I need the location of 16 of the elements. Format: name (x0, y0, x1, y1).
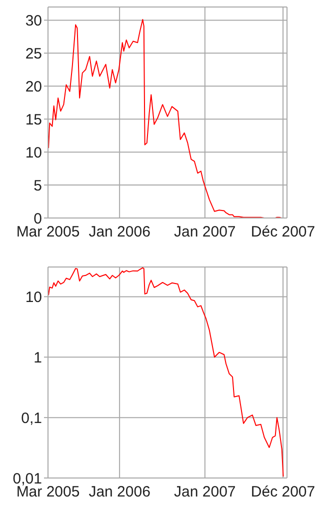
x-tick-label: Jan 2007 (174, 224, 236, 241)
x-tick-label: Déc 2007 (250, 484, 316, 501)
y-tick-label: 20 (25, 78, 42, 96)
y-tick-label: 1 (34, 349, 42, 366)
y-tick-label: 30 (25, 12, 42, 30)
y-tick-label: 5 (34, 177, 42, 194)
x-tick-label: Jan 2006 (88, 484, 150, 501)
line-series (48, 19, 284, 218)
x-tick-label: Déc 2007 (250, 224, 316, 241)
x-tick-label: Jan 2006 (88, 224, 150, 241)
y-tick-label: 0,1 (21, 410, 42, 427)
y-tick-label: 10 (25, 289, 42, 306)
y-tick-label: 15 (25, 111, 42, 128)
y-tick-label: 10 (25, 144, 42, 162)
x-tick-label: Jan 2007 (174, 484, 236, 501)
y-tick-label: 25 (25, 45, 42, 62)
